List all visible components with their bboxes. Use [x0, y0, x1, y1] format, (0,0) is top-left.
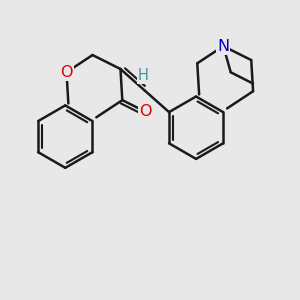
Text: O: O: [139, 104, 151, 119]
Text: O: O: [60, 65, 73, 80]
Text: H: H: [138, 68, 149, 83]
Text: N: N: [217, 39, 230, 54]
